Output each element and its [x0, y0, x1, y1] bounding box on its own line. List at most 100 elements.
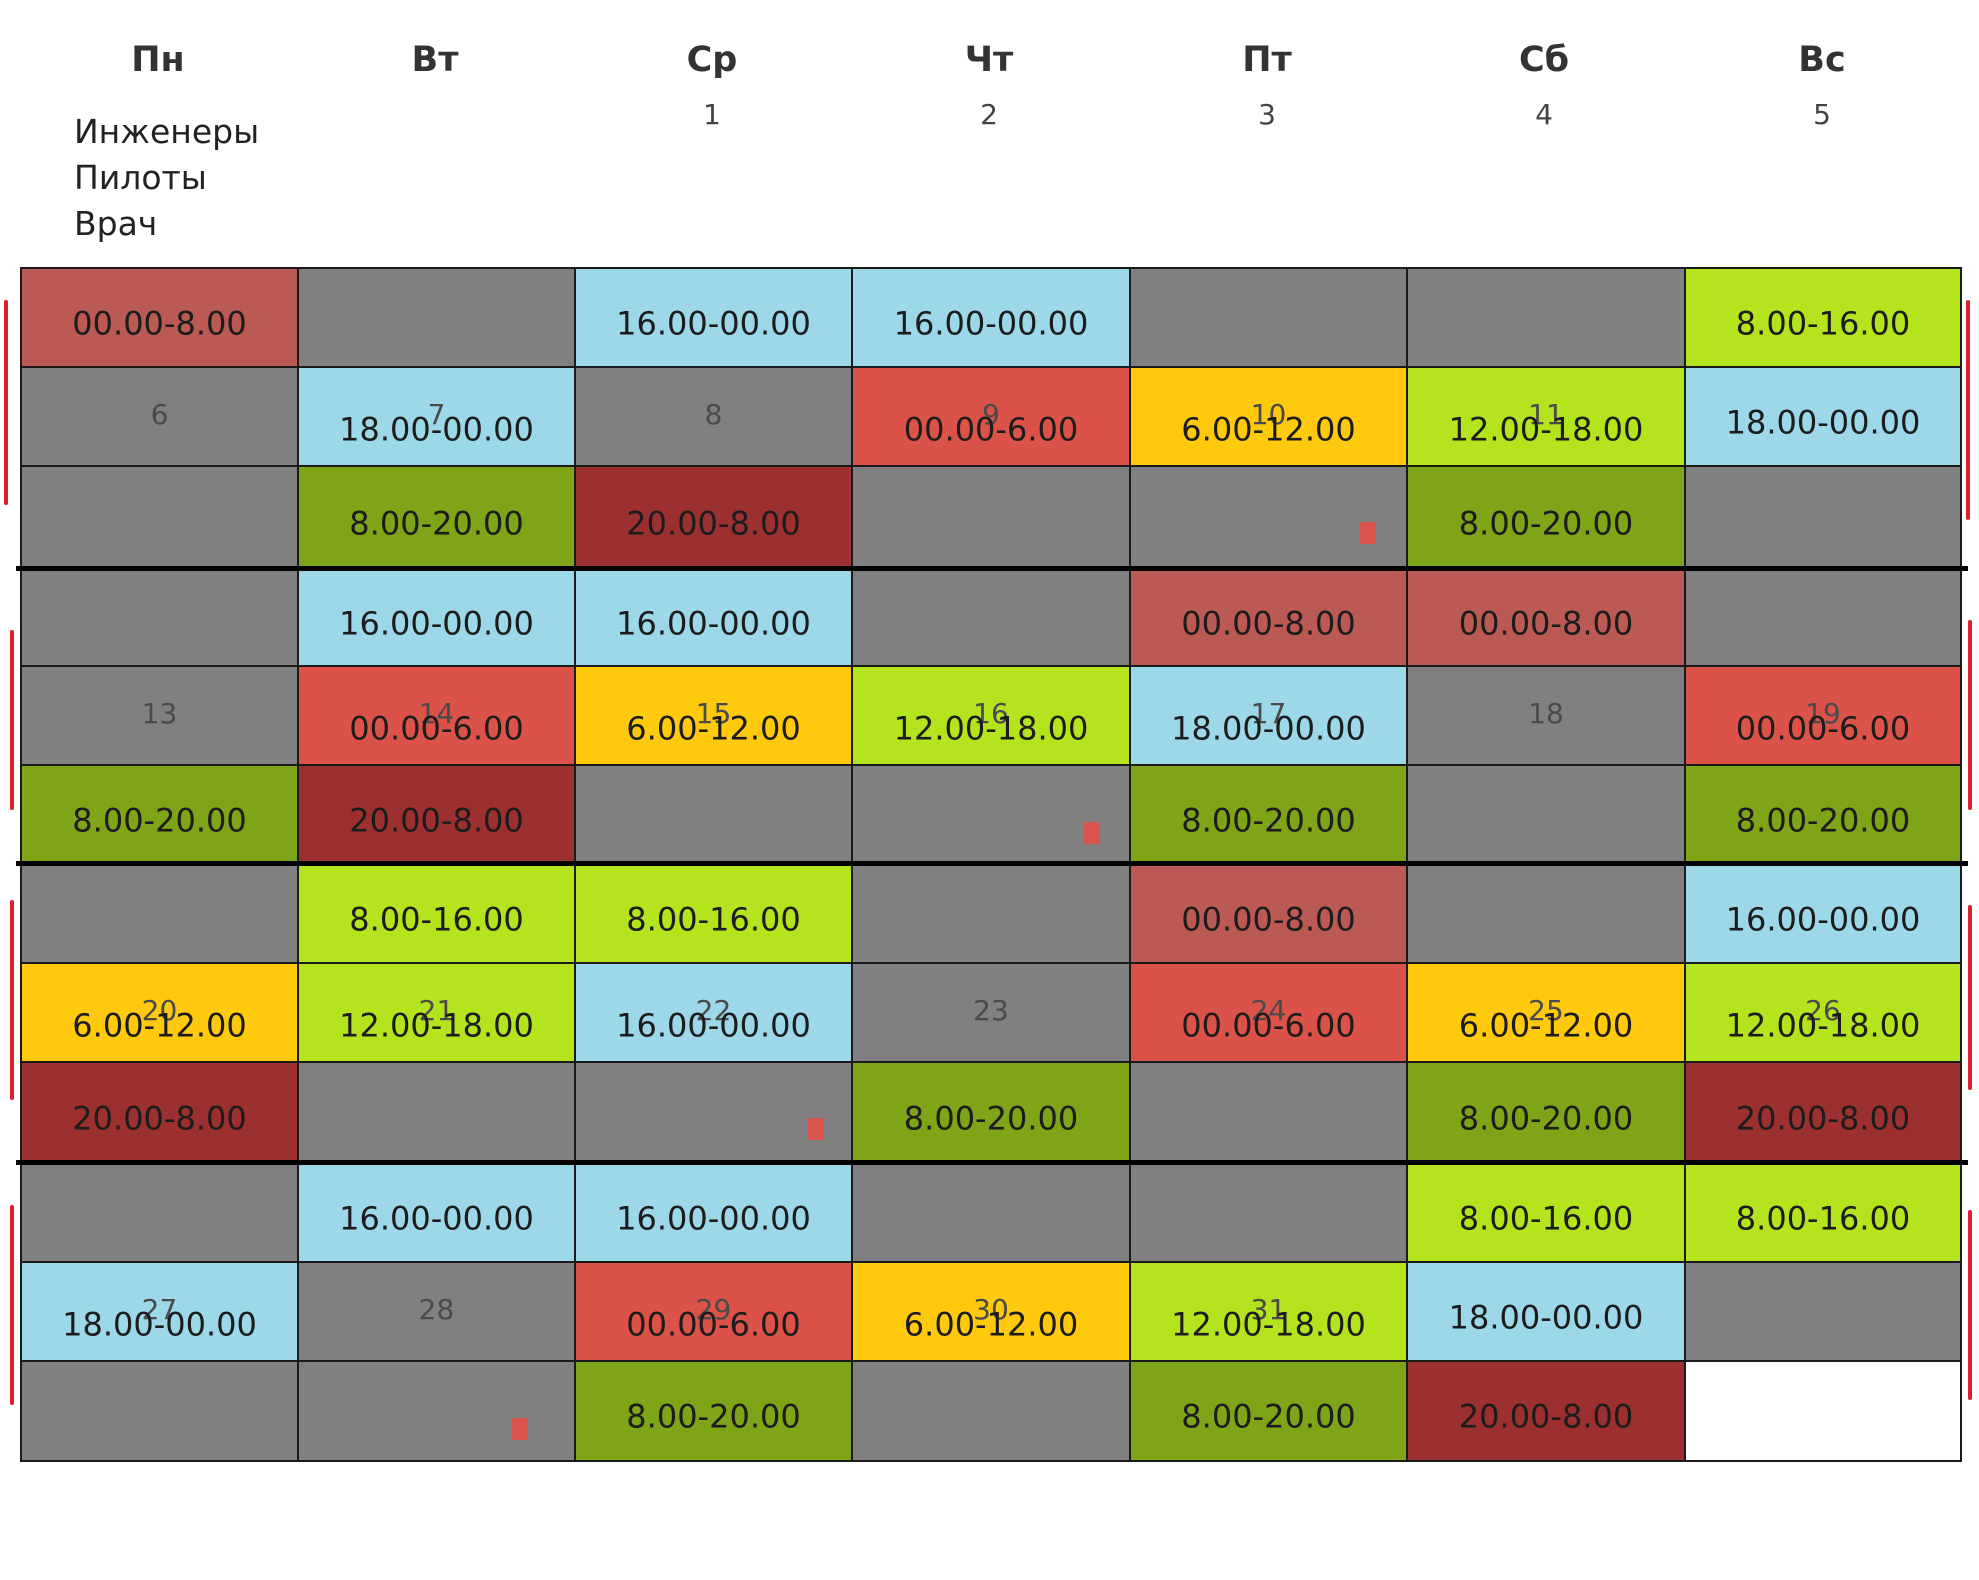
shift-time: 18.00-00.00	[1171, 709, 1366, 748]
schedule-cell	[574, 764, 853, 865]
date-number: 18	[1528, 697, 1564, 730]
schedule-cell	[1406, 267, 1686, 368]
schedule-cell: 8.00-20.00	[297, 465, 576, 570]
date-number: 16	[973, 697, 1009, 730]
shift-time: 00.00-6.00	[626, 1305, 801, 1344]
shift-time: 00.00-6.00	[1181, 1006, 1356, 1045]
shift-time: 00.00-8.00	[1181, 900, 1356, 939]
schedule-cell: 8.00-16.00	[1684, 1162, 1962, 1263]
date-number: 27	[141, 1293, 178, 1326]
date-number: 23	[973, 994, 1009, 1027]
shift-time: 8.00-20.00	[903, 1099, 1079, 1138]
day-header: Вт	[411, 40, 459, 80]
schedule-cell: 18.00-00.00	[1406, 1261, 1686, 1362]
shift-time: 00.00-8.00	[72, 304, 247, 343]
week-separator	[16, 566, 1968, 571]
shift-time: 8.00-16.00	[1458, 1199, 1634, 1238]
schedule-cell: 10 6.00-12.00	[1129, 366, 1408, 467]
shift-time: 20.00-8.00	[1735, 1099, 1911, 1138]
red-margin-mark	[10, 900, 14, 1100]
date-number: 7	[427, 398, 446, 431]
shift-time: 16.00-00.00	[616, 304, 811, 343]
schedule-cell: 8.00-16.00	[574, 863, 853, 964]
shift-time: 20.00-8.00	[626, 504, 801, 543]
shift-time: 16.00-00.00	[616, 1199, 811, 1238]
schedule-cell: 20.00-8.00	[297, 764, 576, 865]
date-number: 10	[1250, 398, 1287, 431]
schedule-cell: 16.00-00.00	[1684, 863, 1962, 964]
day-header: Сб	[1518, 40, 1570, 80]
day-header: Ср	[686, 40, 738, 80]
schedule-cell	[297, 1360, 576, 1462]
schedule-cell: 25 6.00-12.00	[1406, 962, 1686, 1063]
schedule-cell: 26 12.00-18.00	[1684, 962, 1962, 1063]
shift-time: 8.00-20.00	[1181, 801, 1356, 840]
date-number: 22	[695, 994, 732, 1027]
schedule-cell: 7 18.00-00.00	[297, 366, 576, 467]
schedule-cell: 8.00-20.00	[1129, 1360, 1408, 1462]
date-number: 25	[1528, 994, 1564, 1027]
schedule-cell: 15 6.00-12.00	[574, 665, 853, 766]
schedule-cell: 8.00-20.00	[20, 764, 299, 865]
shift-time: 16.00-00.00	[339, 604, 534, 643]
schedule-cell: 8.00-20.00	[1406, 465, 1686, 570]
shift-time: 12.00-18.00	[1448, 410, 1644, 449]
schedule-cell	[20, 465, 299, 570]
red-margin-mark	[1968, 905, 1972, 1090]
day-header: Пт	[1242, 40, 1292, 80]
schedule-cell	[1684, 1360, 1962, 1462]
schedule-cell	[1129, 267, 1408, 368]
shift-time: 12.00-18.00	[1171, 1305, 1366, 1344]
shift-time: 8.00-20.00	[72, 801, 247, 840]
date-number: 13	[141, 697, 178, 730]
shift-time: 16.00-00.00	[1725, 900, 1921, 939]
schedule-cell: 8.00-20.00	[574, 1360, 853, 1462]
shift-time: 18.00-00.00	[1725, 403, 1921, 442]
schedule-cell: 16 12.00-18.00	[851, 665, 1131, 766]
legend-item: Пилоты	[74, 158, 207, 197]
schedule-cell: 8.00-20.00	[1684, 764, 1962, 865]
date-number: 29	[695, 1293, 732, 1326]
shift-time: 8.00-20.00	[1181, 1397, 1356, 1436]
date-number: 14	[418, 697, 455, 730]
red-margin-mark	[1968, 1210, 1972, 1400]
shift-time: 12.00-18.00	[339, 1006, 534, 1045]
date-label: 2	[980, 98, 998, 131]
date-label: 4	[1535, 98, 1553, 131]
schedule-cell	[1684, 568, 1962, 667]
shift-time: 6.00-12.00	[72, 1006, 247, 1045]
schedule-cell: 00.00-8.00	[20, 267, 299, 368]
red-tick-mark	[808, 1118, 824, 1140]
schedule-cell: 30 6.00-12.00	[851, 1261, 1131, 1362]
date-number: 28	[418, 1293, 455, 1326]
schedule-cell	[851, 1360, 1131, 1462]
day-header: Чт	[964, 40, 1014, 80]
schedule-cell: 6	[20, 366, 299, 467]
schedule-cell	[851, 568, 1131, 667]
schedule-cell: 13	[20, 665, 299, 766]
shift-time: 12.00-18.00	[1725, 1006, 1921, 1045]
shift-time: 8.00-20.00	[1458, 504, 1634, 543]
date-number: 15	[695, 697, 732, 730]
shift-time: 8.00-20.00	[1458, 1099, 1634, 1138]
shift-time: 8.00-16.00	[349, 900, 524, 939]
date-number: 21	[418, 994, 455, 1027]
schedule-cell: 20.00-8.00	[1406, 1360, 1686, 1462]
schedule-cell: 8.00-20.00	[1129, 764, 1408, 865]
red-margin-mark	[10, 630, 14, 810]
shift-time: 18.00-00.00	[1448, 1298, 1644, 1337]
schedule-cell: 16.00-00.00	[574, 267, 853, 368]
schedule-cell: 23	[851, 962, 1131, 1063]
date-number: 26	[1805, 994, 1841, 1027]
shift-time: 20.00-8.00	[72, 1099, 247, 1138]
date-number: 8	[704, 398, 723, 431]
schedule-cell: 14 00.00-6.00	[297, 665, 576, 766]
red-margin-mark	[4, 300, 8, 505]
schedule-cell	[574, 1061, 853, 1164]
date-number: 9	[982, 398, 1000, 431]
red-margin-mark	[1968, 620, 1972, 810]
shift-time: 16.00-00.00	[616, 1006, 811, 1045]
schedule-cell	[20, 568, 299, 667]
schedule-cell	[1684, 465, 1962, 570]
schedule-cell: 22 16.00-00.00	[574, 962, 853, 1063]
